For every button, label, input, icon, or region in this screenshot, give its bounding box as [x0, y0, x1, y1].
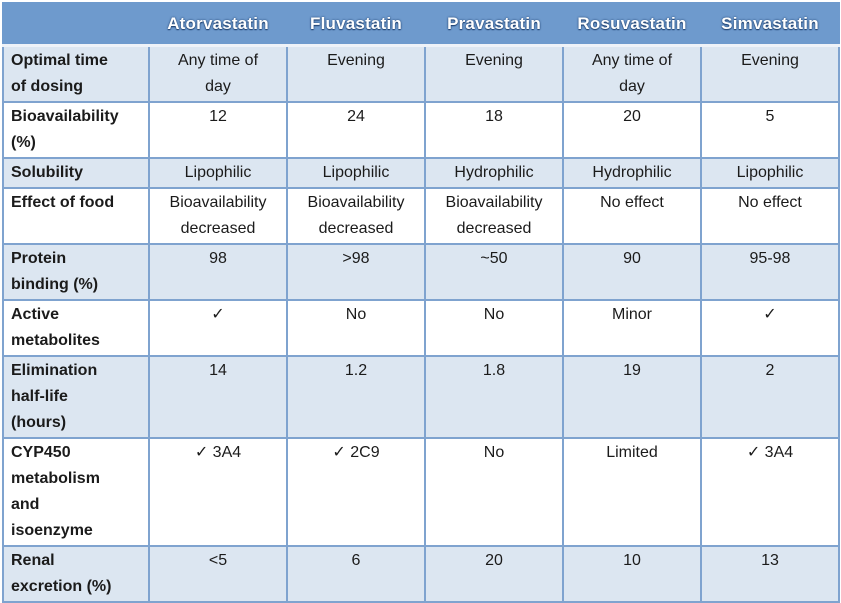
table-cell: 12 [148, 101, 288, 159]
table-cell: Limited [562, 437, 702, 547]
table-cell: Hydrophilic [424, 157, 564, 189]
table-cell: >98 [286, 243, 426, 301]
row-label: Renal excretion (%) [2, 545, 150, 603]
table-row: Elimination half-life (hours) 14 1.2 1.8 19 2 [2, 355, 840, 439]
table-row: Renal excretion (%) <5 6 20 10 13 [2, 545, 840, 603]
row-label: Bioavailability (%) [2, 101, 150, 159]
table-cell: Bioavailability decreased [424, 187, 564, 245]
row-label: Elimination half-life (hours) [2, 355, 150, 439]
column-header: Rosuvastatin [562, 2, 702, 47]
table-row: Active metabolites ✓ No No Minor ✓ [2, 299, 840, 357]
table-cell: Lipophilic [286, 157, 426, 189]
column-header: Pravastatin [424, 2, 564, 47]
column-header: Fluvastatin [286, 2, 426, 47]
table-cell: ✓ 3A4 [148, 437, 288, 547]
column-header: Atorvastatin [148, 2, 288, 47]
table-row: Bioavailability (%) 12 24 18 20 5 [2, 101, 840, 159]
table-cell: 19 [562, 355, 702, 439]
table-cell: 1.2 [286, 355, 426, 439]
table-cell: Lipophilic [148, 157, 288, 189]
table-cell: 10 [562, 545, 702, 603]
table-cell: No [424, 437, 564, 547]
table-cell: 6 [286, 545, 426, 603]
table-cell: 13 [700, 545, 840, 603]
table-cell: 95-98 [700, 243, 840, 301]
row-label: CYP450 metabolism and isoenzyme [2, 437, 150, 547]
table-cell: 18 [424, 101, 564, 159]
table-cell: 5 [700, 101, 840, 159]
table-header: Atorvastatin Fluvastatin Pravastatin Rosuva… [2, 2, 840, 47]
table-cell: Any time of day [562, 44, 702, 103]
column-header: Simvastatin [700, 2, 840, 47]
table-cell: ✓ 2C9 [286, 437, 426, 547]
table-cell: 98 [148, 243, 288, 301]
table-cell: No [424, 299, 564, 357]
table-cell: 14 [148, 355, 288, 439]
table-row: Optimal time of dosing Any time of day Eve… [2, 44, 840, 103]
table-row: CYP450 metabolism and isoenzyme ✓ 3A4 ✓ 2C… [2, 437, 840, 547]
corner-cell [2, 2, 150, 47]
table-cell: 2 [700, 355, 840, 439]
table-cell: Any time of day [148, 44, 288, 103]
header-row: Atorvastatin Fluvastatin Pravastatin Rosuva… [2, 2, 840, 47]
table-cell: No effect [562, 187, 702, 245]
table-cell: Evening [286, 44, 426, 103]
table-cell: ✓ [148, 299, 288, 357]
table-row: Effect of food Bioavailability decreased B… [2, 187, 840, 245]
table-cell: ~50 [424, 243, 564, 301]
table-cell: Minor [562, 299, 702, 357]
row-label: Solubility [2, 157, 150, 189]
table-cell: 24 [286, 101, 426, 159]
table-cell: Bioavailability decreased [286, 187, 426, 245]
table-cell: No [286, 299, 426, 357]
table-cell: 20 [562, 101, 702, 159]
row-label: Effect of food [2, 187, 150, 245]
row-label: Active metabolites [2, 299, 150, 357]
table-cell: 20 [424, 545, 564, 603]
table-cell: ✓ [700, 299, 840, 357]
table-cell: <5 [148, 545, 288, 603]
table-cell: Evening [424, 44, 564, 103]
table-cell: ✓ 3A4 [700, 437, 840, 547]
row-label: Protein binding (%) [2, 243, 150, 301]
table-cell: Lipophilic [700, 157, 840, 189]
table-cell: 1.8 [424, 355, 564, 439]
table-cell: Bioavailability decreased [148, 187, 288, 245]
table-cell: 90 [562, 243, 702, 301]
table-cell: Hydrophilic [562, 157, 702, 189]
table-cell: No effect [700, 187, 840, 245]
table-row: Solubility Lipophilic Lipophilic Hydrophili… [2, 157, 840, 189]
row-label: Optimal time of dosing [2, 44, 150, 103]
table-row: Protein binding (%) 98 >98 ~50 90 95-98 [2, 243, 840, 301]
table-body: Optimal time of dosing Any time of day Eve… [2, 44, 840, 603]
table-cell: Evening [700, 44, 840, 103]
